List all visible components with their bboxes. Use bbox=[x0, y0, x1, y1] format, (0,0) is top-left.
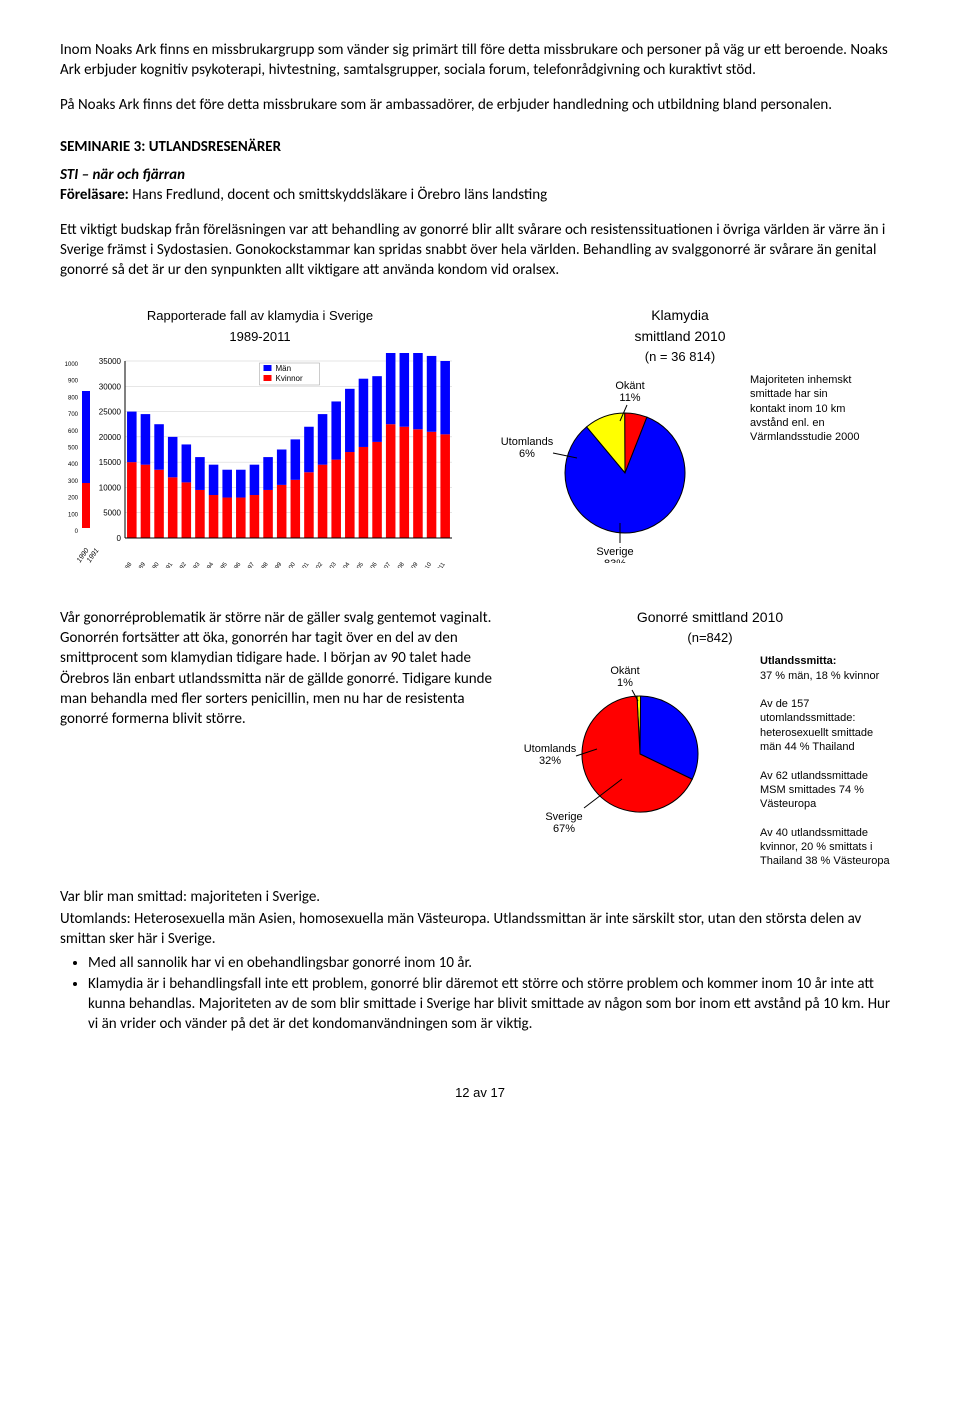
bar-chart-title: Rapporterade fall av klamydia i Sverige … bbox=[60, 306, 460, 347]
svg-text:1998: 1998 bbox=[257, 561, 270, 568]
bullet-list: Med all sannolik har vi en obehandlingsb… bbox=[88, 953, 900, 1034]
pie1-title-l1: Klamydia bbox=[651, 307, 709, 323]
pie1-side-text: Majoriteten inhemskt smittade har sin ko… bbox=[750, 373, 860, 444]
subhead-label: Föreläsare: bbox=[60, 186, 129, 204]
paragraph-5a: Var blir man smittad: majoriteten i Sver… bbox=[60, 887, 900, 907]
svg-text:1000: 1000 bbox=[65, 362, 79, 368]
svg-text:1996: 1996 bbox=[230, 561, 243, 568]
paragraph-1: Inom Noaks Ark finns en missbrukargrupp … bbox=[60, 40, 900, 81]
svg-text:2005: 2005 bbox=[352, 561, 365, 568]
svg-text:300: 300 bbox=[68, 479, 79, 485]
subheading-block: STI – när och fjärran Föreläsare: Hans F… bbox=[60, 165, 900, 206]
bar-chart-container: Rapporterade fall av klamydia i Sverige … bbox=[60, 306, 460, 568]
pie2-side-l1: 37 % män, 18 % kvinnor bbox=[760, 670, 879, 682]
paragraph-5b: Utomlands: Heterosexuella män Asien, hom… bbox=[60, 909, 900, 950]
svg-text:32%: 32% bbox=[539, 755, 561, 767]
svg-text:200: 200 bbox=[68, 495, 79, 501]
paragraph-3: Ett viktigt budskap från föreläsningen v… bbox=[60, 220, 900, 281]
svg-text:800: 800 bbox=[68, 395, 79, 401]
heading-seminarie-3: SEMINARIE 3: UTLANDSRESENÄRER bbox=[60, 137, 900, 157]
pie2-side-l2: Av de 157 utomlandssmittade: heterosexue… bbox=[760, 698, 873, 753]
svg-text:600: 600 bbox=[68, 429, 79, 435]
svg-text:2010: 2010 bbox=[421, 561, 434, 568]
svg-text:700: 700 bbox=[68, 412, 79, 418]
svg-text:1995: 1995 bbox=[216, 561, 229, 568]
svg-text:1989: 1989 bbox=[134, 561, 147, 568]
svg-text:10000: 10000 bbox=[99, 483, 122, 492]
svg-text:100: 100 bbox=[68, 512, 79, 518]
pie2-svg: Okänt1% Utomlands32% Sverige67% bbox=[520, 654, 750, 844]
subhead-italic: STI – när och fjärran bbox=[60, 166, 185, 184]
pie2-side-l4: Av 40 utlandssmittade kvinnor, 20 % smit… bbox=[760, 827, 890, 868]
pie2-side-text: Utlandssmitta: 37 % män, 18 % kvinnor Av… bbox=[760, 654, 895, 868]
svg-text:Män: Män bbox=[276, 364, 292, 373]
bar-title-l1: Rapporterade fall av klamydia i Sverige bbox=[147, 308, 373, 323]
pie-klamydia-container: Klamydia smittland 2010 (n = 36 814) Okä… bbox=[480, 306, 880, 563]
pie2-title: Gonorré smittland 2010 (n=842) bbox=[520, 608, 900, 649]
svg-text:83%: 83% bbox=[604, 558, 626, 563]
pie1-title: Klamydia smittland 2010 (n = 36 814) bbox=[480, 306, 880, 367]
pie1-svg: Okänt11% Utomlands6% Sverige83% bbox=[480, 373, 740, 563]
lower-text-block: Vår gonorréproblematik är större när de … bbox=[60, 608, 500, 744]
svg-text:20000: 20000 bbox=[99, 433, 122, 442]
svg-text:11%: 11% bbox=[619, 392, 640, 404]
svg-text:15000: 15000 bbox=[99, 458, 122, 467]
svg-text:Sverige: Sverige bbox=[596, 546, 633, 558]
svg-text:500: 500 bbox=[68, 445, 79, 451]
svg-text:6%: 6% bbox=[519, 448, 535, 460]
svg-text:1990: 1990 bbox=[148, 561, 161, 568]
svg-text:Okänt: Okänt bbox=[615, 380, 644, 392]
svg-text:2003: 2003 bbox=[325, 561, 338, 568]
svg-text:1997: 1997 bbox=[243, 561, 256, 568]
svg-text:5000: 5000 bbox=[103, 508, 121, 517]
svg-text:1994: 1994 bbox=[203, 561, 216, 568]
paragraph-4: Vår gonorréproblematik är större när de … bbox=[60, 608, 500, 730]
svg-text:1%: 1% bbox=[617, 677, 633, 689]
svg-text:2009: 2009 bbox=[407, 561, 420, 568]
svg-text:0: 0 bbox=[75, 529, 79, 535]
bullet-1: Med all sannolik har vi en obehandlingsb… bbox=[88, 953, 900, 973]
svg-text:35000: 35000 bbox=[99, 357, 122, 366]
svg-text:67%: 67% bbox=[553, 823, 575, 835]
svg-text:1988: 1988 bbox=[121, 561, 134, 568]
svg-text:0: 0 bbox=[117, 534, 122, 543]
svg-text:2011: 2011 bbox=[435, 561, 448, 568]
svg-text:2004: 2004 bbox=[339, 561, 352, 568]
svg-text:2000: 2000 bbox=[284, 561, 297, 568]
pie2-side-head: Utlandssmitta: bbox=[760, 655, 836, 667]
svg-text:2001: 2001 bbox=[298, 561, 311, 568]
bar-chart-svg: 0500010000150002000025000300003500010009… bbox=[60, 353, 460, 568]
lower-row: Vår gonorréproblematik är större när de … bbox=[60, 608, 900, 869]
page-footer: 12 av 17 bbox=[60, 1084, 900, 1102]
svg-text:1992: 1992 bbox=[175, 561, 188, 568]
pie1-title-l2: smittland 2010 bbox=[634, 328, 725, 344]
svg-text:Utomlands: Utomlands bbox=[501, 436, 554, 448]
svg-text:900: 900 bbox=[68, 378, 79, 384]
pie2-side-l3: Av 62 utlandssmittade MSM smittades 74 %… bbox=[760, 770, 868, 811]
svg-text:2007: 2007 bbox=[380, 561, 393, 568]
svg-text:Utomlands: Utomlands bbox=[524, 743, 577, 755]
pie2-title-l1: Gonorré smittland 2010 bbox=[637, 609, 783, 625]
bullet-2: Klamydia är i behandlingsfall inte ett p… bbox=[88, 974, 900, 1035]
svg-text:30000: 30000 bbox=[99, 382, 122, 391]
svg-text:Kvinnor: Kvinnor bbox=[276, 374, 303, 383]
bar-title-l2: 1989-2011 bbox=[229, 329, 290, 344]
svg-text:1991: 1991 bbox=[162, 561, 175, 568]
svg-text:Okänt: Okänt bbox=[610, 665, 639, 677]
svg-text:400: 400 bbox=[68, 462, 79, 468]
svg-text:25000: 25000 bbox=[99, 407, 122, 416]
svg-text:2002: 2002 bbox=[312, 561, 325, 568]
svg-text:2006: 2006 bbox=[366, 561, 379, 568]
paragraph-2: På Noaks Ark finns det före detta missbr… bbox=[60, 95, 900, 115]
subhead-rest: Hans Fredlund, docent och smittskyddsläk… bbox=[129, 186, 547, 204]
svg-text:2008: 2008 bbox=[393, 561, 406, 568]
charts-top-row: Rapporterade fall av klamydia i Sverige … bbox=[60, 306, 900, 568]
pie1-title-l3: (n = 36 814) bbox=[645, 349, 715, 364]
svg-text:1993: 1993 bbox=[189, 561, 202, 568]
pie2-title-l2: (n=842) bbox=[687, 630, 732, 645]
svg-text:1999: 1999 bbox=[271, 561, 284, 568]
svg-text:Sverige: Sverige bbox=[545, 811, 582, 823]
pie-gonorre-container: Gonorré smittland 2010 (n=842) Okänt1% Ut… bbox=[520, 608, 900, 869]
